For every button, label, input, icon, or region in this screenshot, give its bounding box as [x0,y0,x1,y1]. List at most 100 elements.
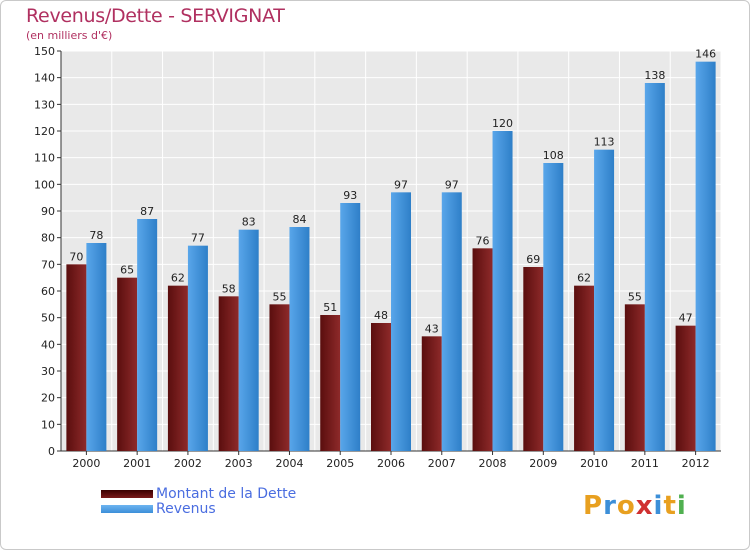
legend-label-revenus: Revenus [156,501,216,517]
bar-dette [269,304,290,451]
bar-dette [167,285,188,451]
legend-swatch-dette [101,490,153,498]
logo-letter: P [583,491,604,521]
bar-revenus [644,83,665,451]
data-label-revenus: 78 [89,229,103,242]
data-label-revenus: 93 [343,189,357,202]
y-tick-label: 120 [34,125,55,138]
y-tick-label: 60 [41,285,55,298]
data-label-dette: 58 [222,282,236,295]
y-tick-label: 100 [34,178,55,191]
data-label-dette: 76 [476,234,490,247]
bar-dette [472,248,493,451]
proxiti-logo: Proxiti [583,491,687,521]
bar-dette [624,304,645,451]
logo-letter: i [676,491,687,521]
x-tick-label: 2001 [123,457,151,470]
logo-letter: x [635,491,654,521]
logo-letter: r [603,491,617,521]
y-tick-label: 130 [34,98,55,111]
bar-dette [218,296,239,451]
bar-revenus [137,219,158,451]
x-tick-label: 2007 [428,457,456,470]
y-tick-label: 70 [41,258,55,271]
bar-revenus [340,203,361,451]
data-label-revenus: 138 [644,69,665,82]
data-label-dette: 55 [628,290,642,303]
data-label-revenus: 84 [292,213,306,226]
y-tick-label: 0 [48,445,55,458]
x-tick-label: 2003 [225,457,253,470]
legend-label-dette: Montant de la Dette [156,486,297,502]
data-label-revenus: 108 [543,149,564,162]
data-label-dette: 47 [679,312,693,325]
bar-revenus [391,192,411,452]
y-tick-label: 20 [41,392,55,405]
bar-dette [574,285,595,451]
x-tick-label: 2004 [275,457,303,470]
bar-revenus [187,245,208,451]
x-tick-label: 2002 [174,457,202,470]
y-tick-label: 40 [41,338,55,351]
data-label-dette: 62 [577,272,591,285]
chart-subtitle: (en milliers d'€) [26,29,113,42]
chart-title: Revenus/Dette - SERVIGNAT [26,5,285,27]
logo-letter: i [653,491,664,521]
data-label-dette: 69 [526,253,540,266]
x-tick-label: 2009 [529,457,557,470]
bar-revenus [492,131,513,451]
x-tick-label: 2000 [72,457,100,470]
bar-revenus [289,227,310,451]
y-tick-label: 10 [41,418,55,431]
data-label-dette: 48 [374,309,388,322]
data-label-dette: 70 [69,250,83,263]
data-label-dette: 65 [120,264,134,277]
data-label-revenus: 87 [140,205,154,218]
axes: 0 10 20 30 40 50 60 70 80 90 100 110 120 130 140 150 200… [34,45,721,470]
data-label-revenus: 146 [695,48,716,61]
y-tick-label: 50 [41,312,55,325]
x-tick-label: 2010 [580,457,608,470]
bar-dette [117,277,138,451]
bar-dette [421,336,442,451]
data-label-revenus: 97 [394,178,408,191]
x-tick-label: 2012 [682,457,710,470]
bar-dette [66,264,87,451]
x-tick-label: 2011 [631,457,659,470]
logo-letter: t [663,491,677,521]
data-label-revenus: 97 [445,178,459,191]
bar-revenus [695,61,716,452]
legend-swatch-revenus [101,505,153,513]
y-tick-label: 80 [41,232,55,245]
data-label-dette: 51 [323,301,337,314]
y-tick-label: 30 [41,365,55,378]
bar-dette [320,315,341,451]
bar-revenus [238,229,259,451]
bar-dette [675,325,696,451]
bar-revenus [441,192,462,452]
data-labels: 70 78 65 87 62 77 58 83 55 84 51 93 48 97 43 97 76 120 69 1… [69,48,716,336]
y-tick-label: 90 [41,205,55,218]
y-tick-label: 140 [34,72,55,85]
y-tick-label: 150 [34,45,55,58]
x-tick-label: 2006 [377,457,405,470]
bars [66,61,716,452]
logo-letter: o [616,491,636,521]
data-label-revenus: 120 [492,117,513,130]
data-label-revenus: 113 [594,136,615,149]
data-label-dette: 43 [425,322,439,335]
y-tick-label: 110 [34,152,55,165]
data-label-revenus: 83 [242,216,256,229]
data-label-dette: 62 [171,272,185,285]
data-label-revenus: 77 [191,232,205,245]
bar-revenus [543,163,564,451]
x-tick-label: 2008 [479,457,507,470]
bar-revenus [594,149,615,451]
data-label-dette: 55 [272,290,286,303]
x-tick-label: 2005 [326,457,354,470]
bar-dette [371,323,391,451]
bar-dette [523,267,544,451]
bar-revenus [86,243,107,451]
